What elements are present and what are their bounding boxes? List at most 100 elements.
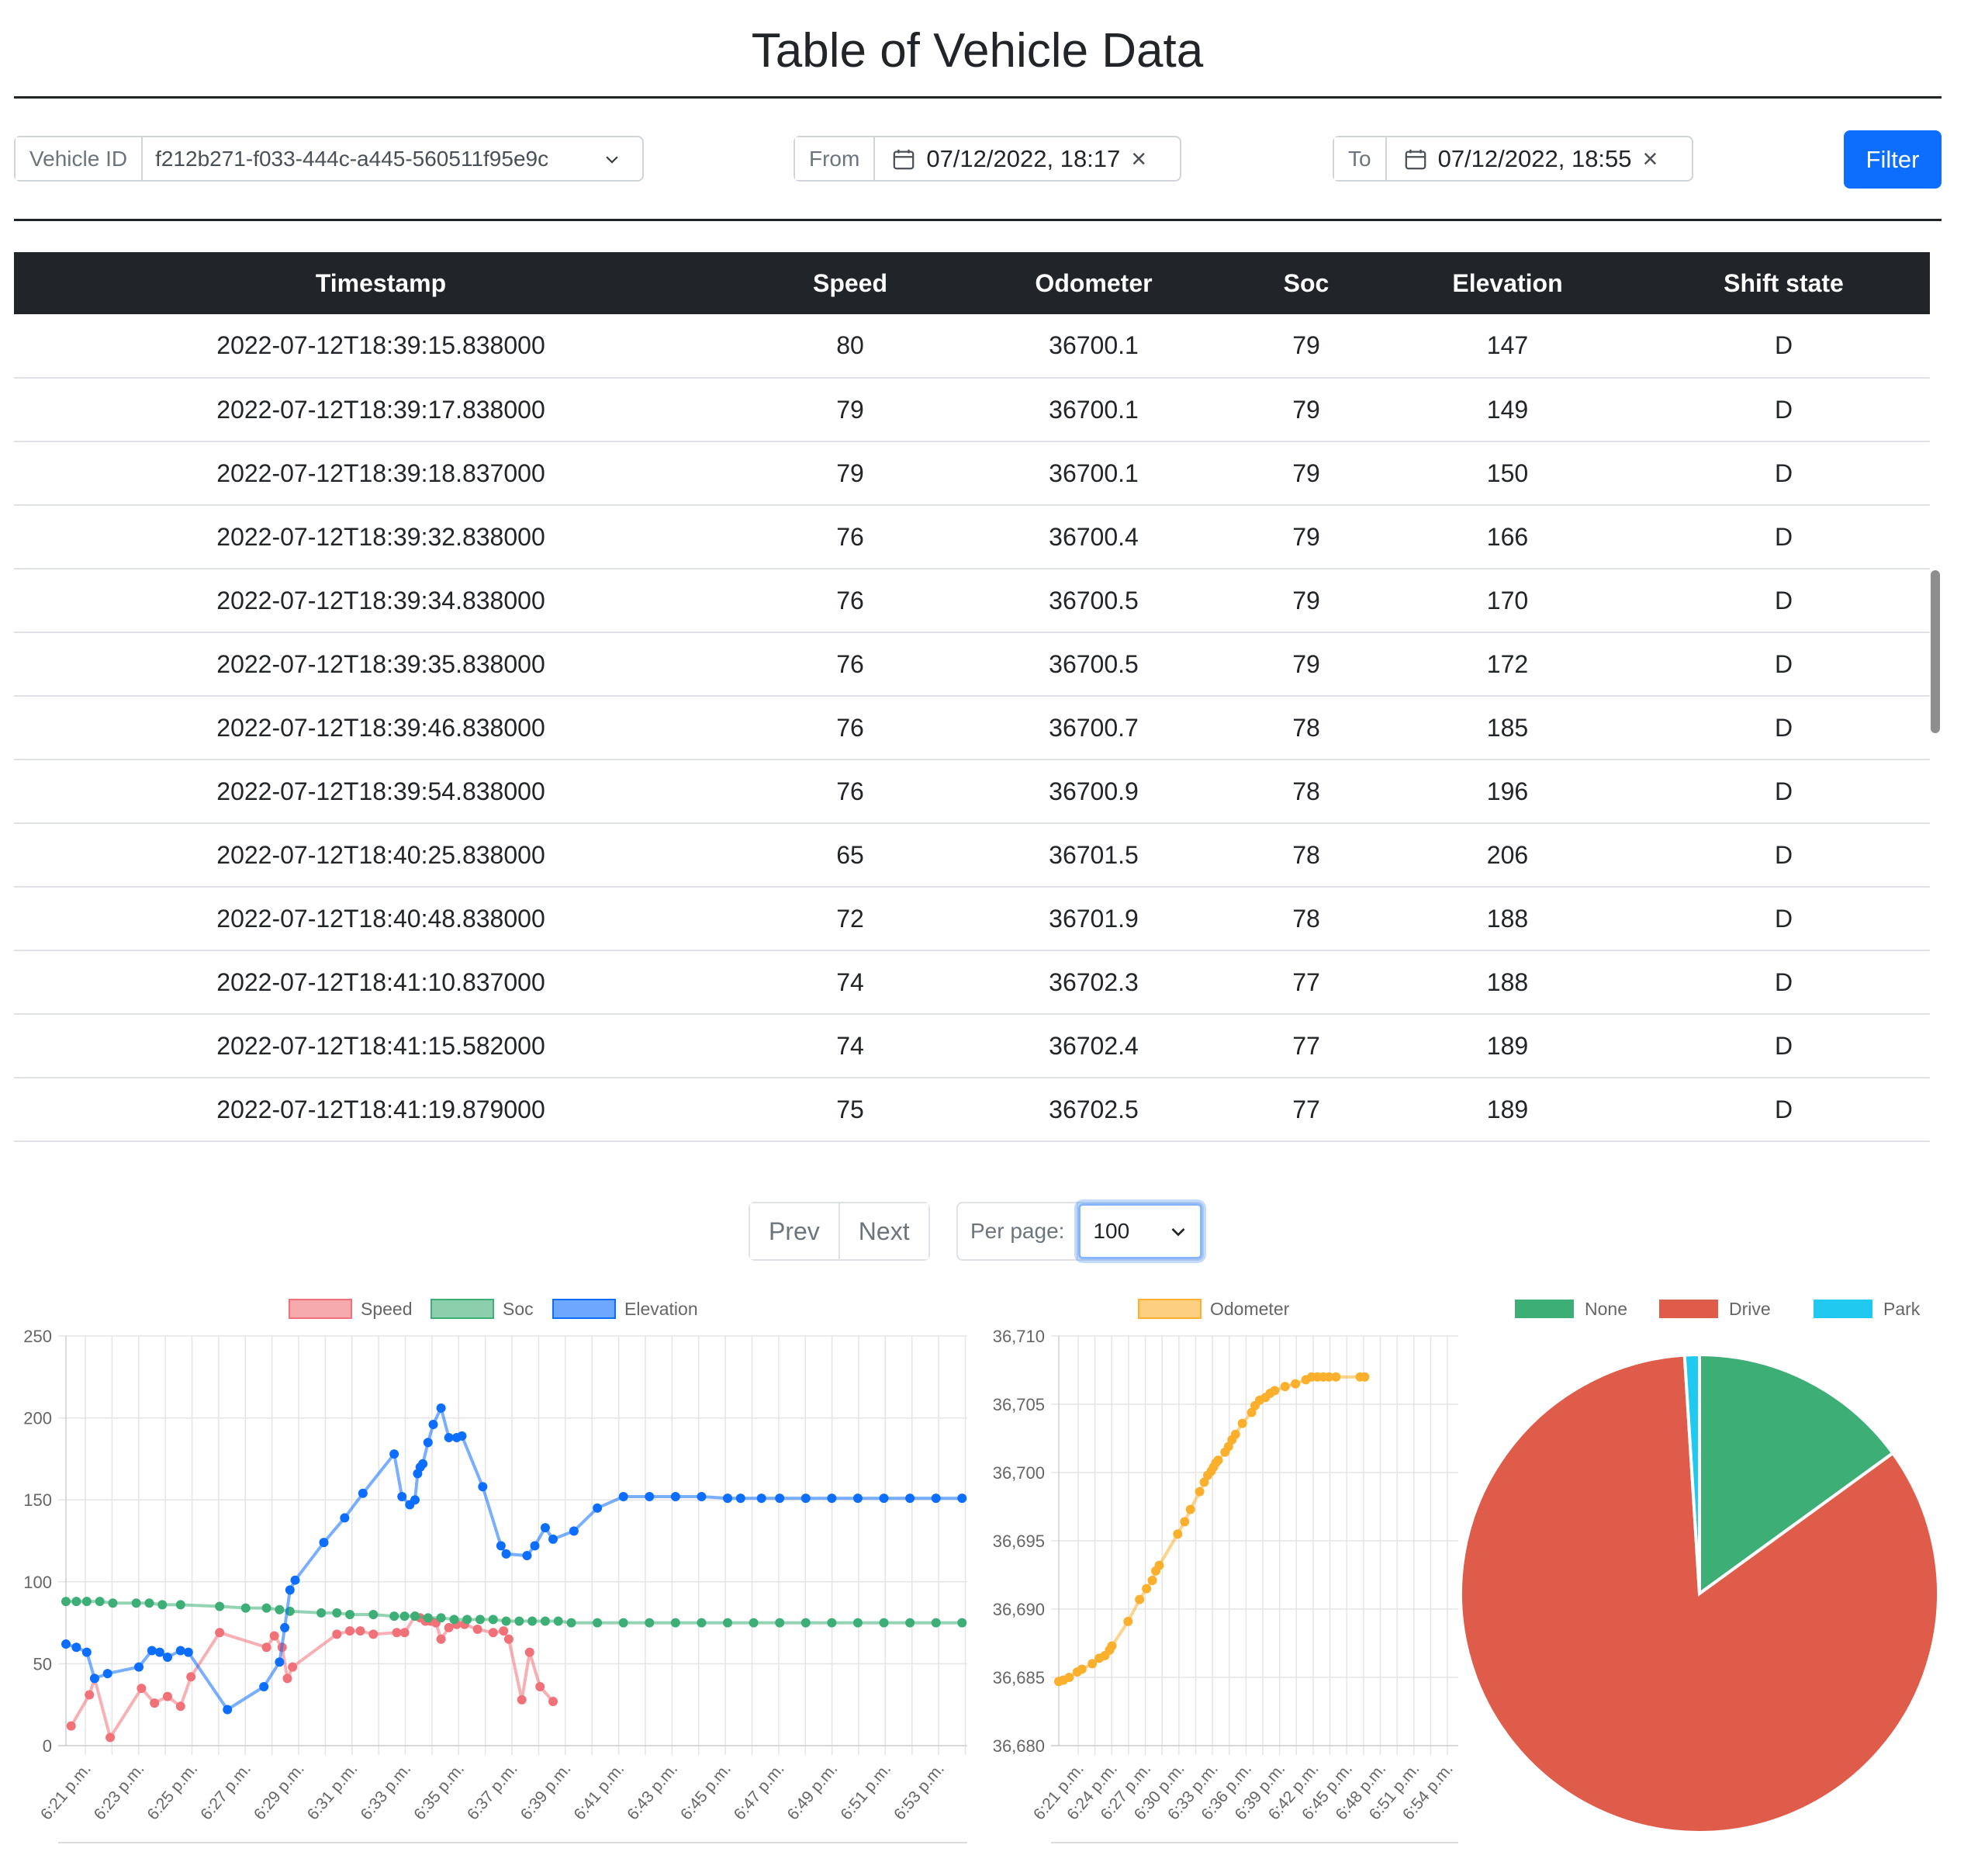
data-point-odometer[interactable] — [1185, 1504, 1195, 1514]
clear-from-icon[interactable]: × — [1131, 144, 1147, 174]
data-point-soc[interactable] — [488, 1615, 498, 1625]
data-point-soc[interactable] — [905, 1618, 915, 1628]
data-point-elevation[interactable] — [670, 1491, 680, 1501]
data-point-odometer[interactable] — [1213, 1455, 1223, 1466]
data-point-speed[interactable] — [175, 1701, 185, 1712]
data-point-elevation[interactable] — [397, 1491, 407, 1501]
data-point-elevation[interactable] — [852, 1494, 863, 1504]
data-point-soc[interactable] — [275, 1604, 285, 1615]
data-point-soc[interactable] — [399, 1611, 410, 1622]
data-point-odometer[interactable] — [1291, 1379, 1301, 1389]
data-point-elevation[interactable] — [723, 1494, 733, 1504]
data-point-soc[interactable] — [423, 1613, 433, 1623]
data-point-elevation[interactable] — [340, 1513, 350, 1523]
data-point-elevation[interactable] — [756, 1494, 766, 1504]
legend-swatch[interactable] — [430, 1299, 494, 1319]
data-point-elevation[interactable] — [428, 1420, 438, 1430]
pie-slice-none[interactable] — [1698, 1352, 1895, 1597]
data-point-soc[interactable] — [332, 1608, 342, 1618]
data-point-soc[interactable] — [131, 1598, 141, 1608]
data-point-elevation[interactable] — [775, 1494, 785, 1504]
data-point-soc[interactable] — [645, 1618, 655, 1628]
data-point-elevation[interactable] — [290, 1575, 300, 1585]
legend-swatch[interactable] — [1659, 1300, 1718, 1318]
legend-label[interactable]: Odometer — [1210, 1299, 1290, 1319]
data-point-speed[interactable] — [472, 1625, 482, 1635]
data-point-soc[interactable] — [566, 1618, 576, 1628]
data-point-elevation[interactable] — [496, 1541, 506, 1551]
data-point-speed[interactable] — [269, 1631, 279, 1641]
data-point-odometer[interactable] — [1064, 1673, 1074, 1682]
data-point-elevation[interactable] — [879, 1494, 889, 1504]
data-point-speed[interactable] — [355, 1626, 365, 1636]
data-point-elevation[interactable] — [478, 1482, 488, 1492]
data-point-elevation[interactable] — [931, 1494, 941, 1504]
legend-label[interactable]: None — [1585, 1299, 1627, 1319]
from-date-group[interactable]: From 07/12/2022, 18:17 × — [794, 136, 1181, 182]
data-point-soc[interactable] — [553, 1616, 563, 1626]
data-point-elevation[interactable] — [61, 1639, 71, 1649]
data-point-elevation[interactable] — [147, 1646, 157, 1656]
data-point-elevation[interactable] — [530, 1541, 540, 1551]
to-date-group[interactable]: To 07/12/2022, 18:55 × — [1333, 136, 1693, 182]
data-point-elevation[interactable] — [358, 1488, 368, 1498]
data-point-elevation[interactable] — [593, 1503, 603, 1513]
data-point-soc[interactable] — [957, 1618, 967, 1628]
data-point-soc[interactable] — [501, 1616, 511, 1626]
data-point-elevation[interactable] — [102, 1669, 112, 1679]
data-point-soc[interactable] — [931, 1618, 941, 1628]
data-point-elevation[interactable] — [457, 1431, 467, 1441]
data-point-elevation[interactable] — [501, 1549, 511, 1559]
data-point-speed[interactable] — [261, 1642, 271, 1653]
data-point-odometer[interactable] — [1270, 1386, 1280, 1396]
data-point-elevation[interactable] — [800, 1494, 811, 1504]
data-point-soc[interactable] — [670, 1618, 680, 1628]
data-point-elevation[interactable] — [319, 1538, 329, 1548]
data-point-odometer[interactable] — [1195, 1487, 1205, 1497]
data-point-soc[interactable] — [475, 1615, 485, 1625]
data-point-soc[interactable] — [449, 1615, 459, 1625]
data-point-elevation[interactable] — [645, 1491, 655, 1501]
data-point-speed[interactable] — [499, 1626, 509, 1636]
legend-label[interactable]: Speed — [361, 1299, 413, 1319]
data-point-soc[interactable] — [618, 1618, 628, 1628]
data-point-odometer[interactable] — [1280, 1382, 1290, 1392]
data-point-soc[interactable] — [514, 1616, 524, 1626]
data-point-elevation[interactable] — [569, 1526, 579, 1536]
data-point-elevation[interactable] — [418, 1459, 428, 1469]
data-point-soc[interactable] — [261, 1603, 271, 1613]
data-point-speed[interactable] — [399, 1628, 410, 1638]
data-point-soc[interactable] — [215, 1601, 225, 1611]
data-point-soc[interactable] — [95, 1597, 105, 1607]
data-point-speed[interactable] — [215, 1628, 225, 1638]
to-date-input[interactable]: 07/12/2022, 18:55 × — [1387, 137, 1692, 180]
from-date-input[interactable]: 07/12/2022, 18:17 × — [875, 137, 1180, 180]
data-point-odometer[interactable] — [1107, 1641, 1117, 1651]
data-point-elevation[interactable] — [162, 1652, 172, 1662]
data-point-soc[interactable] — [81, 1597, 92, 1607]
legend-label[interactable]: Soc — [503, 1299, 534, 1319]
data-point-speed[interactable] — [282, 1674, 292, 1684]
data-point-elevation[interactable] — [423, 1438, 433, 1448]
data-point-elevation[interactable] — [522, 1551, 532, 1561]
data-point-soc[interactable] — [144, 1598, 154, 1608]
data-point-speed[interactable] — [66, 1721, 76, 1731]
data-point-soc[interactable] — [879, 1618, 889, 1628]
data-point-speed[interactable] — [288, 1662, 298, 1672]
data-point-soc[interactable] — [316, 1608, 327, 1618]
data-point-elevation[interactable] — [275, 1657, 285, 1667]
pie-slice-park[interactable] — [1682, 1352, 1701, 1594]
data-point-odometer[interactable] — [1077, 1664, 1087, 1674]
data-point-odometer[interactable] — [1230, 1429, 1240, 1439]
data-point-elevation[interactable] — [154, 1647, 164, 1657]
data-point-odometer[interactable] — [1087, 1659, 1098, 1669]
data-point-soc[interactable] — [800, 1618, 811, 1628]
data-point-speed[interactable] — [105, 1732, 116, 1743]
data-point-speed[interactable] — [162, 1691, 172, 1701]
data-point-soc[interactable] — [157, 1600, 168, 1610]
data-point-speed[interactable] — [444, 1622, 454, 1632]
legend-swatch[interactable] — [289, 1299, 352, 1319]
data-point-speed[interactable] — [548, 1696, 558, 1706]
data-point-speed[interactable] — [345, 1626, 355, 1636]
data-point-soc[interactable] — [108, 1598, 118, 1608]
